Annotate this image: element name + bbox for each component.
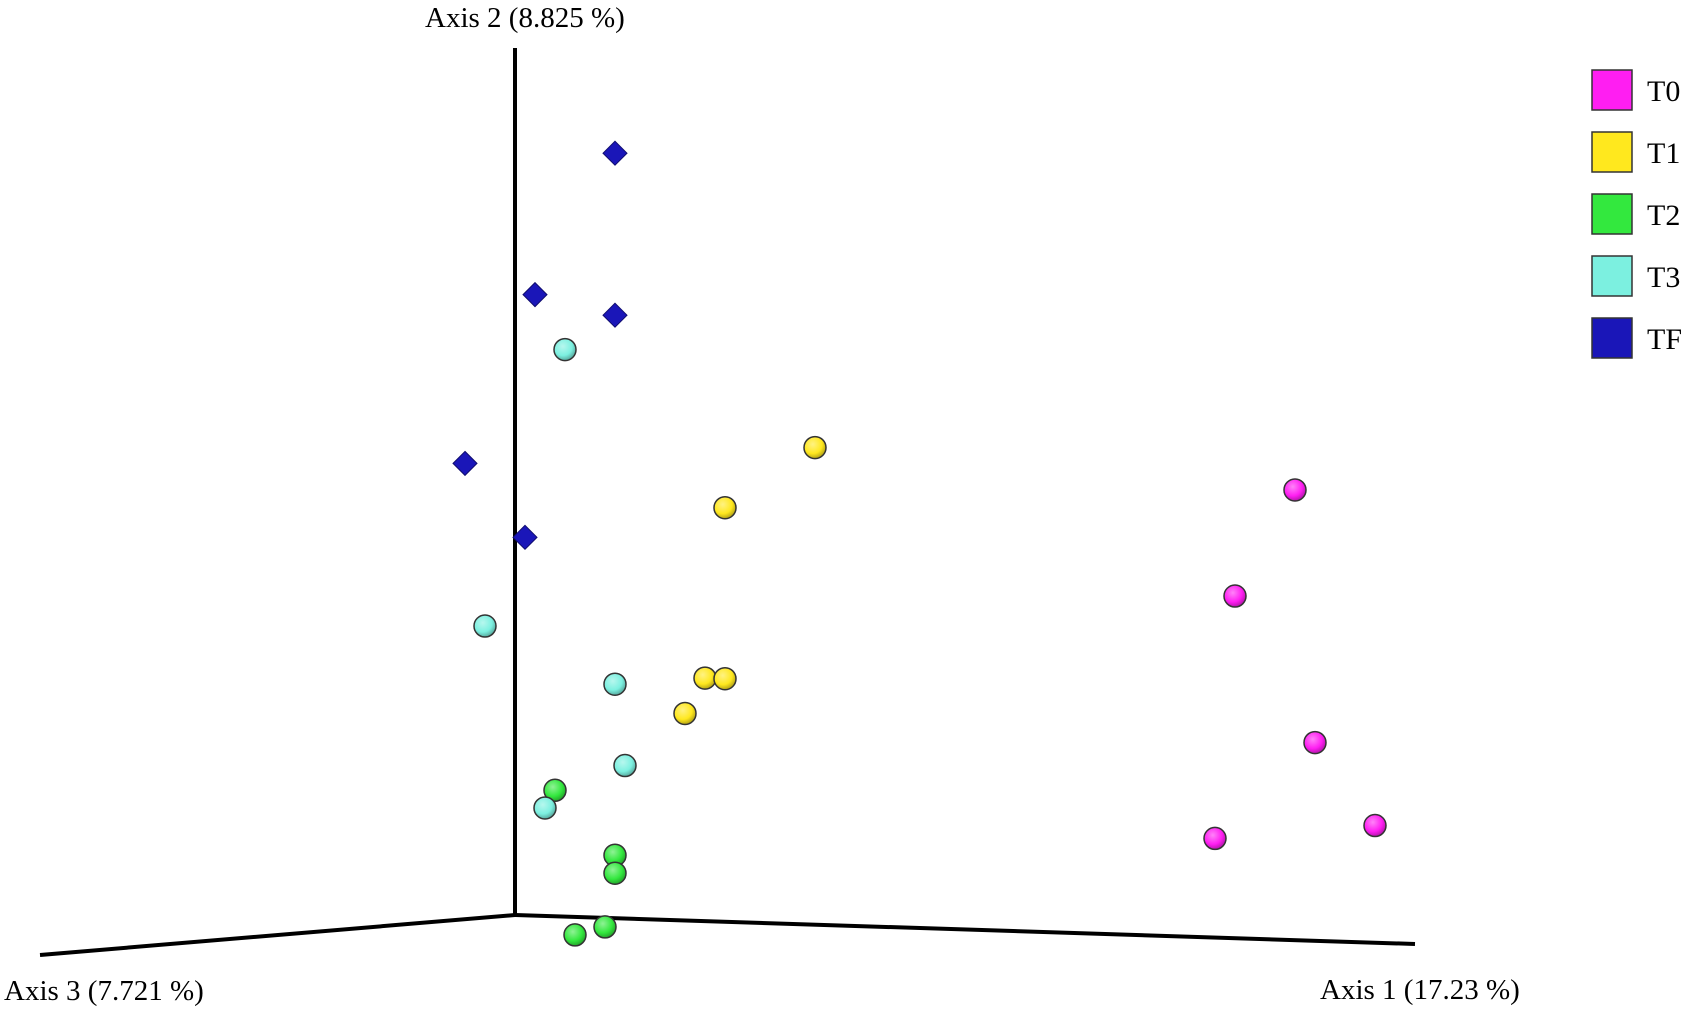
point-t2-5: [563, 923, 587, 947]
point-t0-1: [1283, 478, 1307, 502]
legend-item-t3: T3: [1591, 255, 1680, 297]
legend-label-t0: T0: [1647, 75, 1680, 108]
point-t2-3: [603, 861, 627, 885]
point-t0-4: [1363, 813, 1387, 838]
data-points: [452, 140, 1387, 947]
point-tf-2: [522, 281, 548, 308]
series-t3: [473, 337, 637, 820]
axis-2-label: Axis 2 (8.825 %): [425, 2, 625, 34]
series-t2: [543, 778, 627, 947]
axis-3-label: Axis 3 (7.721 %): [4, 975, 204, 1007]
point-t1-3: [693, 666, 717, 690]
legend-swatch-t1: [1591, 131, 1633, 173]
point-t0-3: [1303, 730, 1327, 755]
legend-swatch-t3: [1591, 255, 1633, 297]
legend-swatch-t0: [1591, 69, 1633, 111]
point-t3-1: [553, 337, 577, 362]
legend-label-t2: T2: [1647, 199, 1680, 232]
legend-item-t1: T1: [1591, 131, 1680, 173]
legend: T0 T1 T2 T3 TF: [1591, 69, 1682, 359]
legend-label-t1: T1: [1647, 137, 1680, 170]
point-t0-5: [1203, 826, 1227, 851]
series-t0: [1203, 478, 1387, 851]
point-tf-5: [512, 524, 538, 551]
axis-1-label: Axis 1 (17.23 %): [1320, 974, 1520, 1006]
point-t3-5: [533, 796, 557, 820]
point-t2-4: [593, 915, 617, 939]
legend-swatch-tf: [1591, 317, 1633, 359]
legend-swatch-t2: [1591, 193, 1633, 235]
series-t1: [673, 435, 827, 726]
series-tf: [452, 140, 628, 551]
point-t1-1: [803, 435, 827, 460]
point-tf-1: [602, 140, 628, 166]
legend-label-t3: T3: [1647, 261, 1680, 294]
axis-3-line: [39, 913, 516, 957]
point-t3-3: [603, 672, 627, 696]
legend-item-tf: TF: [1591, 317, 1682, 359]
legend-item-t0: T0: [1591, 69, 1680, 111]
point-t1-2: [713, 495, 737, 520]
point-t0-2: [1223, 584, 1247, 608]
axis-1-line: [514, 913, 1416, 946]
legend-item-t2: T2: [1591, 193, 1680, 235]
point-t3-4: [613, 753, 637, 778]
point-t1-5: [673, 701, 697, 726]
axes-frame: [39, 48, 1416, 957]
point-tf-3: [602, 302, 628, 328]
point-t2-1: [543, 778, 567, 803]
point-tf-4: [452, 450, 478, 477]
point-t3-2: [473, 614, 497, 638]
legend-label-tf: TF: [1647, 323, 1682, 356]
point-t1-4: [713, 666, 737, 691]
